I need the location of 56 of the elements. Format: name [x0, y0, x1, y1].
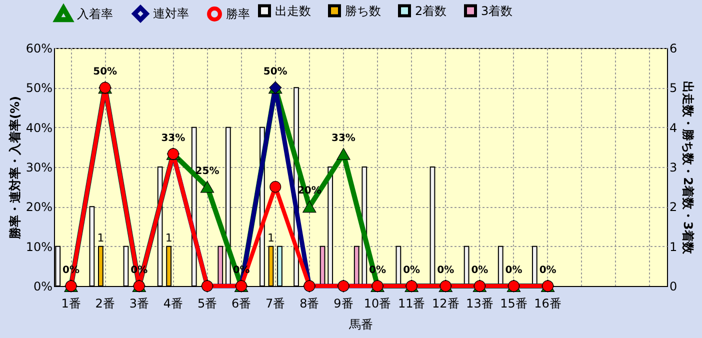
x-tick-label: 8番: [300, 296, 320, 310]
y2-tick-label: 3: [670, 160, 678, 174]
x-tick-label: 5番: [197, 296, 218, 310]
data-label: 0%: [437, 265, 454, 276]
y2-tick-label: 1: [670, 240, 678, 254]
data-label: 50%: [263, 66, 288, 78]
y-tick-label: 10%: [26, 240, 52, 254]
x-tick-label: 3番: [129, 296, 149, 310]
legend-label: 勝率: [226, 7, 250, 22]
data-label: 0%: [539, 265, 556, 276]
y2-tick-label: 2: [670, 200, 678, 214]
point: [302, 200, 316, 213]
legend-label: 連対率: [153, 6, 189, 21]
data-label: 33%: [332, 132, 356, 144]
data-label: 50%: [93, 66, 118, 78]
legend-label: 勝ち数: [345, 4, 381, 18]
data-label: 1: [97, 231, 104, 244]
data-label: 33%: [161, 132, 186, 144]
x-tick-label: 15番: [500, 296, 528, 310]
x-tick-label: 6番: [231, 296, 252, 310]
legend-label: 出走数: [275, 4, 311, 18]
data-label: 1: [165, 231, 172, 244]
point: [270, 181, 282, 193]
y-tick-label: 60%: [26, 42, 52, 56]
y2-tick-label: 0: [670, 280, 678, 294]
y-tick-label: 50%: [26, 81, 52, 96]
legend-label: 3着数: [481, 4, 513, 18]
y-axis-title: 勝率・連対率・入着率(%): [8, 96, 22, 240]
x-tick-label: 2番: [95, 296, 115, 310]
x-tick-label: 10番: [364, 296, 392, 310]
x-tick-label: 12番: [432, 296, 460, 310]
y2-tick-label: 5: [670, 81, 678, 96]
y-tick-label: 40%: [26, 120, 52, 135]
legend-label: 入着率: [77, 6, 113, 21]
x-tick-label: 11番: [398, 296, 426, 310]
y-tick-label: 30%: [26, 160, 52, 174]
y2-axis-title: 出走数・勝ち数・2着数・3着数: [681, 81, 696, 255]
data-label: 1: [267, 231, 274, 244]
legend-label: 2着数: [415, 4, 447, 18]
x-tick-label: 9番: [334, 296, 354, 310]
data-label: 0%: [505, 265, 522, 276]
point: [336, 148, 350, 160]
x-tick-label: 13番: [466, 296, 494, 310]
data-label: 0%: [403, 265, 420, 276]
data-label: 0%: [471, 265, 488, 276]
y-tick-label: 20%: [26, 200, 52, 214]
y2-tick-label: 4: [670, 120, 678, 135]
y-tick-label: 0%: [33, 280, 52, 294]
point: [200, 180, 214, 193]
x-tick-label: 7番: [266, 296, 286, 310]
data-label: 0%: [232, 265, 250, 276]
x-tick-label: 1番: [61, 296, 81, 310]
x-tick-label: 16番: [534, 296, 562, 310]
x-tick-label: 4番: [163, 296, 184, 310]
x-axis-title: 馬番: [348, 318, 373, 332]
y2-tick-label: 6: [670, 42, 678, 56]
